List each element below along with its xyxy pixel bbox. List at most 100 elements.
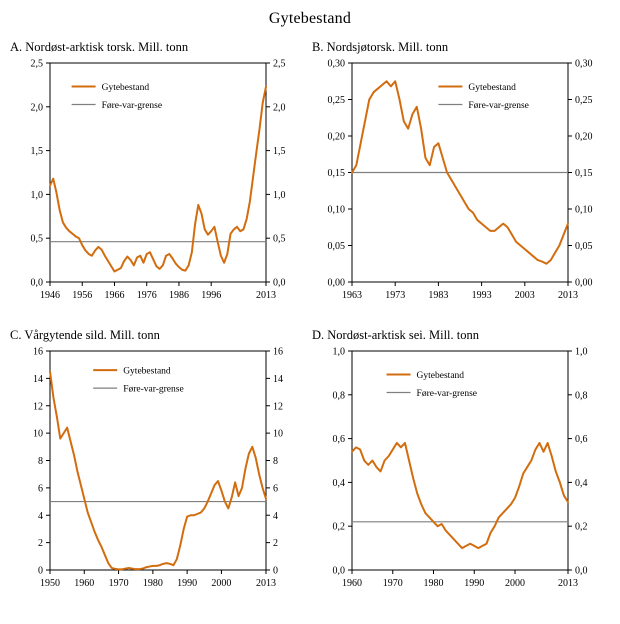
x-tick-label: 2000: [505, 578, 525, 589]
series-line: [49, 370, 267, 571]
chart-d-canvas: 0,0 0,0 0,2 0,2 0,4 0,4 0,6 0,6 0,8 0,8 1,0 1,0 1960…: [333, 347, 588, 590]
x-tick-label: 1986: [169, 290, 189, 301]
x-tick-label: 1983: [428, 290, 448, 301]
y-tick-label-right: 0,10: [575, 205, 593, 216]
y-tick-label-right: 1,0: [273, 190, 286, 201]
y-tick-label-right: 4: [273, 511, 278, 522]
x-tick-label: 1980: [424, 578, 444, 589]
panel-d: D. Nordøst-arktisk sei. Mill. tonn 0,0 0,…: [310, 318, 610, 598]
series-line: [49, 85, 267, 273]
y-tick-label-left: 0,00: [328, 278, 346, 289]
y-tick-label-left: 0,20: [328, 132, 346, 143]
y-tick-label-left: 0,15: [328, 168, 346, 179]
y-tick-label-left: 8: [38, 456, 43, 467]
y-tick-label-left: 2: [38, 538, 43, 549]
x-tick-label: 1970: [109, 578, 129, 589]
legend-limit-label: Føre-var-grense: [102, 101, 162, 111]
y-tick-label-left: 0,10: [328, 205, 346, 216]
x-tick-label: 2013: [256, 578, 276, 589]
figure-title: Gytebestand: [268, 10, 352, 27]
legend-limit-label: Føre-var-grense: [417, 389, 477, 399]
x-tick-label: 1980: [143, 578, 163, 589]
legend-limit-label: Føre-var-grense: [468, 101, 528, 111]
legend-series-label: Gytebestand: [102, 83, 150, 93]
panel-a-title: A. Nordøst-arktisk torsk. Mill. tonn: [10, 40, 189, 54]
y-tick-label-right: 0,0: [273, 278, 286, 289]
panel-c-title: C. Vårgytende sild. Mill. tonn: [10, 328, 160, 342]
y-tick-label-right: 14: [273, 374, 283, 385]
panel-c: C. Vårgytende sild. Mill. tonn 0 0 2 2 4 4 6 6 8…: [8, 318, 308, 598]
chart-b-canvas: 0,00 0,00 0,05 0,05 0,10 0,10 0,15 0,15 0,20 0,20…: [328, 59, 593, 302]
y-tick-label-right: 16: [273, 347, 283, 358]
x-tick-label: 1963: [342, 290, 362, 301]
series-line: [351, 80, 569, 265]
y-tick-label-right: 0,25: [575, 95, 593, 106]
x-tick-label: 2013: [558, 290, 578, 301]
y-tick-label-right: 0,5: [273, 234, 286, 245]
y-tick-label-left: 1,5: [31, 146, 44, 157]
y-tick-label-left: 1,0: [333, 347, 346, 358]
y-tick-label-left: 16: [33, 347, 43, 358]
y-tick-label-left: 0,8: [333, 390, 346, 401]
y-tick-label-right: 10: [273, 429, 283, 440]
y-tick-label-right: 0,20: [575, 132, 593, 143]
y-tick-label-right: 2: [273, 538, 278, 549]
y-tick-label-right: 2,5: [273, 59, 286, 70]
y-tick-label-left: 0,05: [328, 241, 346, 252]
x-tick-label: 1966: [104, 290, 124, 301]
legend-series-label: Gytebestand: [417, 371, 465, 381]
plot-border: [351, 350, 569, 571]
y-tick-label-right: 0: [273, 566, 278, 577]
y-tick-label-right: 0,30: [575, 59, 593, 70]
y-tick-label-left: 0,25: [328, 95, 346, 106]
y-tick-label-right: 2,0: [273, 102, 286, 113]
x-tick-label: 2013: [256, 290, 276, 301]
y-tick-label-right: 0,6: [575, 434, 588, 445]
y-tick-label-left: 14: [33, 374, 43, 385]
chart-a-canvas: 0,0 0,0 0,5 0,5 1,0 1,0 1,5 1,5 2,0 2,0 2,5 2,5 1946…: [31, 59, 286, 302]
x-tick-label: 1976: [137, 290, 157, 301]
y-tick-label-right: 0,00: [575, 278, 593, 289]
y-tick-label-right: 0,4: [575, 478, 588, 489]
x-tick-label: 1970: [383, 578, 403, 589]
x-tick-label: 1956: [72, 290, 92, 301]
x-tick-label: 2013: [558, 578, 578, 589]
y-tick-label-right: 0,05: [575, 241, 593, 252]
legend: Gytebestand Føre-var-grense: [386, 371, 477, 399]
y-tick-label-left: 10: [33, 429, 43, 440]
legend: Gytebestand Føre-var-grense: [438, 83, 529, 111]
x-tick-label: 1960: [342, 578, 362, 589]
panel-d-title: D. Nordøst-arktisk sei. Mill. tonn: [312, 328, 480, 342]
y-tick-label-left: 6: [38, 483, 43, 494]
charts-grid: A. Nordøst-arktisk torsk. Mill. tonn 0,0…: [0, 28, 620, 598]
panel-b: B. Nordsjøtorsk. Mill. tonn 0,00 0,00 0,05…: [310, 30, 610, 310]
y-tick-label-left: 0,2: [333, 522, 346, 533]
x-tick-label: 1990: [177, 578, 197, 589]
y-tick-label-left: 4: [38, 511, 43, 522]
y-tick-label-left: 0,30: [328, 59, 346, 70]
y-tick-label-right: 1,5: [273, 146, 286, 157]
y-tick-label-right: 0,8: [575, 390, 588, 401]
chart-c-canvas: 0 0 2 2 4 4 6 6 8 8 10 10 12 12 14 14 16 16 1950 1960 1970 19…: [33, 347, 283, 590]
y-tick-label-left: 0,6: [333, 434, 346, 445]
y-tick-label-left: 0,4: [333, 478, 346, 489]
x-tick-label: 1973: [385, 290, 405, 301]
y-tick-label-left: 12: [33, 401, 43, 412]
y-tick-label-left: 1,0: [31, 190, 44, 201]
y-tick-label-left: 0,0: [31, 278, 44, 289]
y-tick-label-right: 0,15: [575, 168, 593, 179]
x-tick-label: 2003: [515, 290, 535, 301]
x-tick-label: 1960: [74, 578, 94, 589]
x-tick-label: 1950: [40, 578, 60, 589]
legend: Gytebestand Føre-var-grense: [71, 83, 162, 111]
panel-a: A. Nordøst-arktisk torsk. Mill. tonn 0,0…: [8, 30, 308, 310]
legend-limit-label: Føre-var-grense: [123, 385, 183, 395]
legend-series-label: Gytebestand: [468, 83, 516, 93]
y-tick-label-left: 0: [38, 566, 43, 577]
y-tick-label-left: 0,5: [31, 234, 44, 245]
panel-b-title: B. Nordsjøtorsk. Mill. tonn: [312, 40, 449, 54]
y-tick-label-right: 8: [273, 456, 278, 467]
y-tick-label-right: 1,0: [575, 347, 588, 358]
y-tick-label-right: 6: [273, 483, 278, 494]
